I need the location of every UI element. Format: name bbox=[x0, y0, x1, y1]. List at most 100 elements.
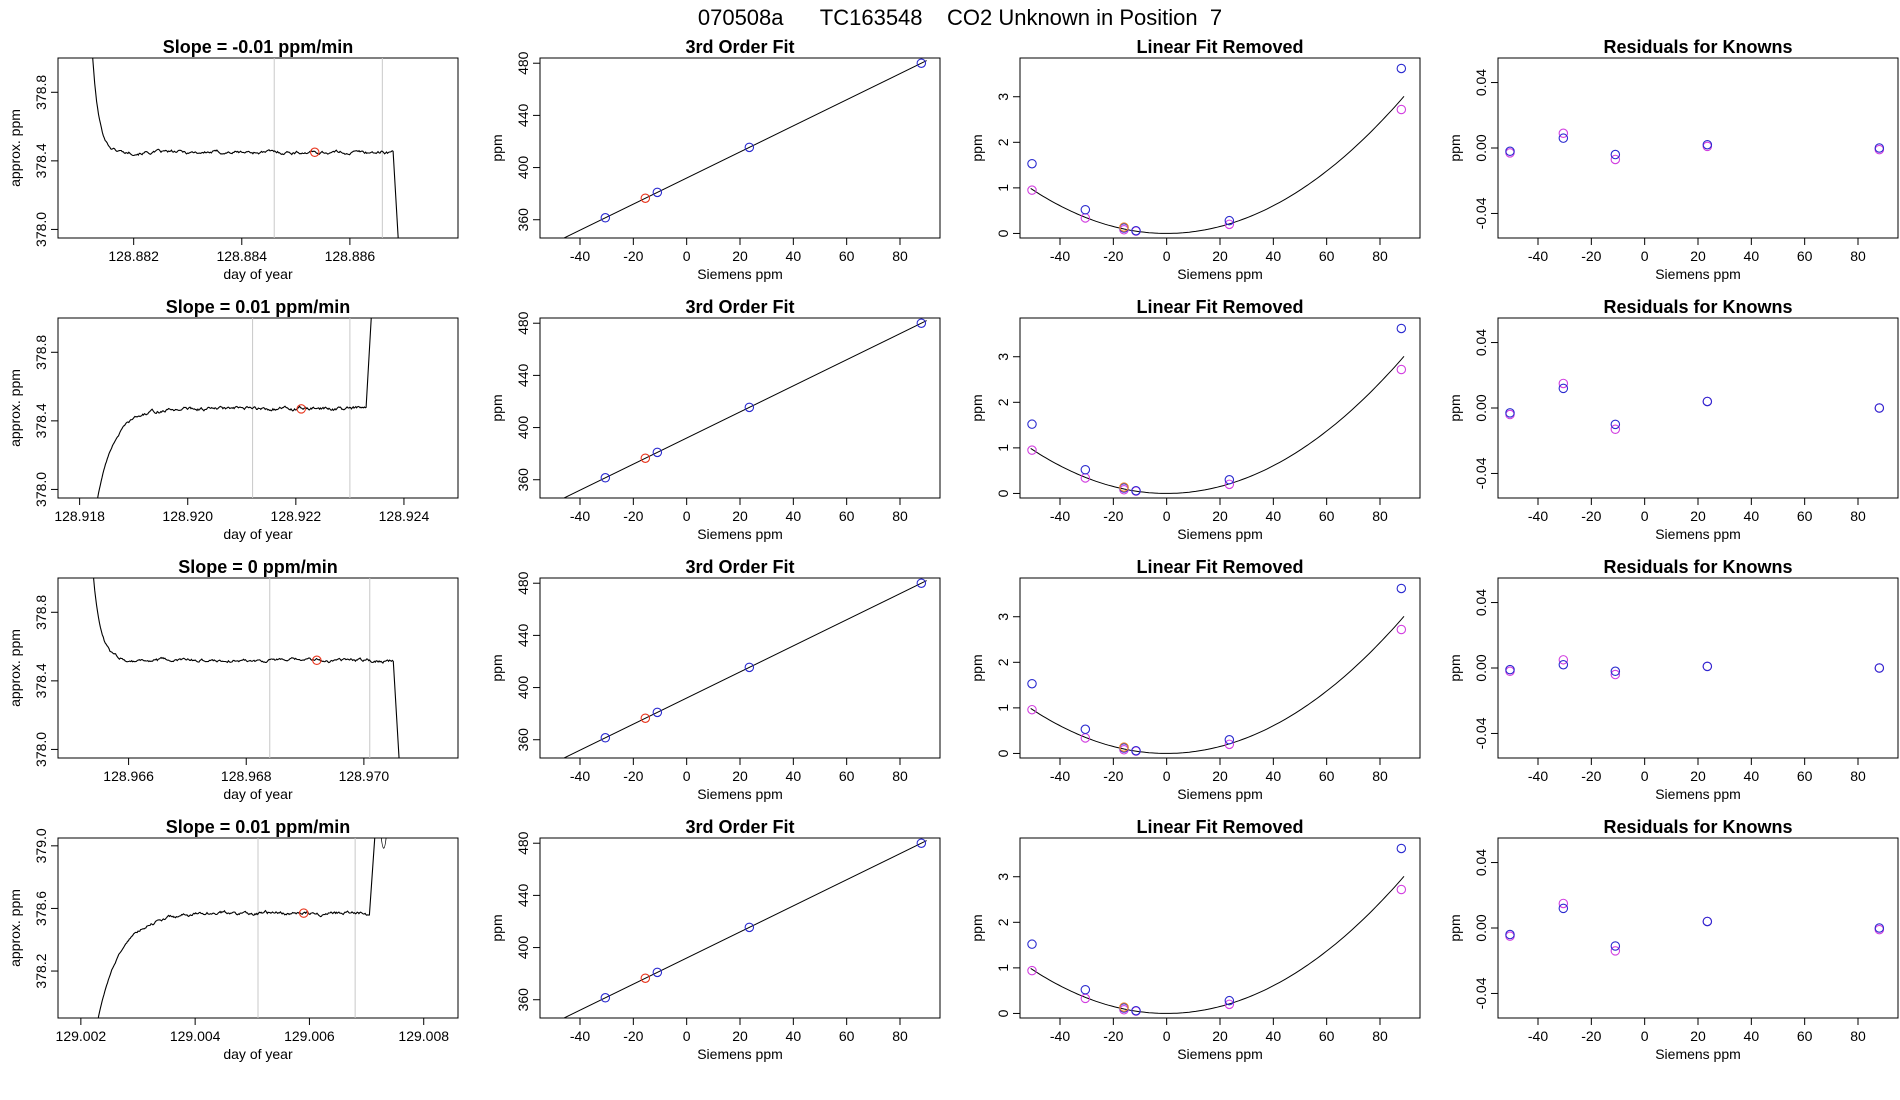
y-axis-label: ppm bbox=[969, 654, 985, 681]
y-tick-label: 440 bbox=[515, 883, 531, 907]
blue-point bbox=[1080, 464, 1091, 475]
x-tick-label: 129.006 bbox=[284, 1028, 335, 1044]
y-tick-label: 2 bbox=[995, 658, 1011, 666]
x-tick-label: -40 bbox=[1050, 248, 1070, 264]
plot-grid: Slope = -0.01 ppm/min 128.882 128.884 128.8… bbox=[7, 37, 1899, 1062]
x-tick-label: -20 bbox=[1581, 1028, 1601, 1044]
x-tick-label: 80 bbox=[1850, 248, 1866, 264]
x-tick-label: 20 bbox=[1690, 508, 1706, 524]
fit-panel: 3rd Order Fit -40 -20 0 20 40 60 80 360 400 440 480… bbox=[489, 557, 941, 802]
y-tick-label: 1 bbox=[995, 964, 1011, 972]
timeseries-panel: Slope = -0.01 ppm/min 128.882 128.884 128.8… bbox=[7, 37, 459, 282]
blue-point bbox=[1027, 678, 1037, 689]
y-tick-label: 3 bbox=[995, 353, 1011, 361]
known-standard-point bbox=[600, 733, 611, 743]
x-tick-label: 60 bbox=[839, 508, 855, 524]
magenta-point bbox=[1396, 104, 1407, 115]
x-tick-label: 80 bbox=[892, 768, 908, 784]
known-standard-point bbox=[916, 578, 927, 588]
residuals-title: Residuals for Knowns bbox=[1603, 817, 1792, 837]
x-tick-label: 60 bbox=[839, 768, 855, 784]
known-standard-point bbox=[744, 662, 755, 673]
x-axis-label: Siemens ppm bbox=[1177, 786, 1263, 802]
residual-point-magenta bbox=[1610, 424, 1621, 435]
x-axis-label: day of year bbox=[223, 526, 293, 542]
residual-point-magenta bbox=[1558, 655, 1569, 665]
x-tick-label: 128.884 bbox=[216, 248, 267, 264]
x-tick-label: -20 bbox=[1103, 1028, 1123, 1044]
y-tick-label: 0.04 bbox=[1473, 329, 1489, 356]
blue-point bbox=[1224, 735, 1235, 745]
x-tick-label: 20 bbox=[1212, 1028, 1228, 1044]
y-tick-label: 360 bbox=[515, 728, 531, 752]
x-tick-label: -40 bbox=[570, 508, 590, 524]
residuals-plot-area bbox=[1505, 128, 1885, 165]
residual-point-blue bbox=[1505, 929, 1515, 940]
y-tick-label: 0 bbox=[995, 229, 1011, 237]
x-tick-label: -40 bbox=[1528, 248, 1548, 264]
y-tick-label: 360 bbox=[515, 208, 531, 232]
timeseries-title: Slope = 0.01 ppm/min bbox=[166, 297, 351, 317]
concentration-trace bbox=[92, 58, 399, 238]
x-tick-label: 60 bbox=[839, 1028, 855, 1044]
timeseries-frame bbox=[57, 57, 459, 239]
fit-title: 3rd Order Fit bbox=[685, 817, 794, 837]
linear-removed-title: Linear Fit Removed bbox=[1136, 557, 1303, 577]
y-tick-label: 480 bbox=[515, 831, 531, 855]
linear-removed-plot-area bbox=[1027, 843, 1407, 1016]
x-tick-label: 80 bbox=[1372, 508, 1388, 524]
timeseries-title: Slope = 0.01 ppm/min bbox=[166, 817, 351, 837]
y-tick-label: 378.2 bbox=[33, 953, 49, 988]
timeseries-panel: Slope = 0.01 ppm/min 128.918 128.920 128.92… bbox=[7, 297, 459, 542]
residual-point-blue bbox=[1874, 403, 1885, 413]
known-standard-point bbox=[652, 447, 663, 458]
x-tick-label: 80 bbox=[1850, 1028, 1866, 1044]
known-standard-point bbox=[744, 142, 755, 153]
linear-removed-plot-area bbox=[1027, 323, 1407, 496]
x-axis-label: Siemens ppm bbox=[697, 786, 783, 802]
x-tick-label: 20 bbox=[1212, 248, 1228, 264]
magenta-point bbox=[1224, 479, 1235, 490]
x-axis-label: Siemens ppm bbox=[1177, 526, 1263, 542]
blue-point bbox=[1224, 995, 1235, 1006]
magenta-point bbox=[1027, 965, 1037, 976]
y-tick-label: 378.4 bbox=[33, 143, 49, 178]
residual-point-blue bbox=[1610, 941, 1621, 951]
known-standard-point bbox=[744, 922, 755, 933]
timeseries-panel: Slope = 0 ppm/min 128.966 128.968 128.970 37… bbox=[7, 557, 459, 802]
x-tick-label: 80 bbox=[1850, 508, 1866, 524]
y-axis-label: ppm bbox=[1447, 134, 1463, 161]
x-tick-label: -40 bbox=[1050, 508, 1070, 524]
residual-point-blue bbox=[1505, 664, 1515, 675]
y-axis-label: ppm bbox=[1447, 914, 1463, 941]
magenta-point bbox=[1224, 999, 1235, 1010]
x-tick-label: 60 bbox=[1797, 1028, 1813, 1044]
fit-title: 3rd Order Fit bbox=[685, 557, 794, 577]
x-tick-label: -40 bbox=[1050, 768, 1070, 784]
x-tick-label: 20 bbox=[732, 508, 748, 524]
fit-title: 3rd Order Fit bbox=[685, 37, 794, 57]
y-axis-label: approx. ppm bbox=[7, 109, 23, 187]
y-tick-label: 378.0 bbox=[33, 212, 49, 247]
known-standard-point bbox=[916, 838, 927, 848]
x-tick-label: 40 bbox=[1744, 768, 1760, 784]
fit-panel: 3rd Order Fit -40 -20 0 20 40 60 80 360 400 440 480… bbox=[489, 817, 941, 1062]
quadratic-curve bbox=[1030, 615, 1405, 754]
x-tick-label: 0 bbox=[1163, 248, 1171, 264]
x-tick-label: 128.924 bbox=[379, 508, 430, 524]
x-tick-label: -20 bbox=[623, 248, 643, 264]
x-tick-label: -20 bbox=[623, 508, 643, 524]
fit-line bbox=[562, 320, 927, 498]
concentration-trace bbox=[97, 318, 372, 498]
x-axis-label: day of year bbox=[223, 786, 293, 802]
residuals-panel: Residuals for Knowns -40 -20 0 20 40 60 80 -0.04… bbox=[1447, 297, 1899, 542]
x-tick-label: 80 bbox=[892, 248, 908, 264]
x-tick-label: 20 bbox=[732, 1028, 748, 1044]
x-tick-label: 129.002 bbox=[56, 1028, 107, 1044]
y-tick-label: 0 bbox=[995, 1009, 1011, 1017]
residuals-title: Residuals for Knowns bbox=[1603, 37, 1792, 57]
blue-point bbox=[1027, 158, 1037, 169]
x-tick-label: 128.920 bbox=[162, 508, 213, 524]
x-tick-label: 128.922 bbox=[271, 508, 322, 524]
y-tick-label: 378.0 bbox=[33, 472, 49, 507]
